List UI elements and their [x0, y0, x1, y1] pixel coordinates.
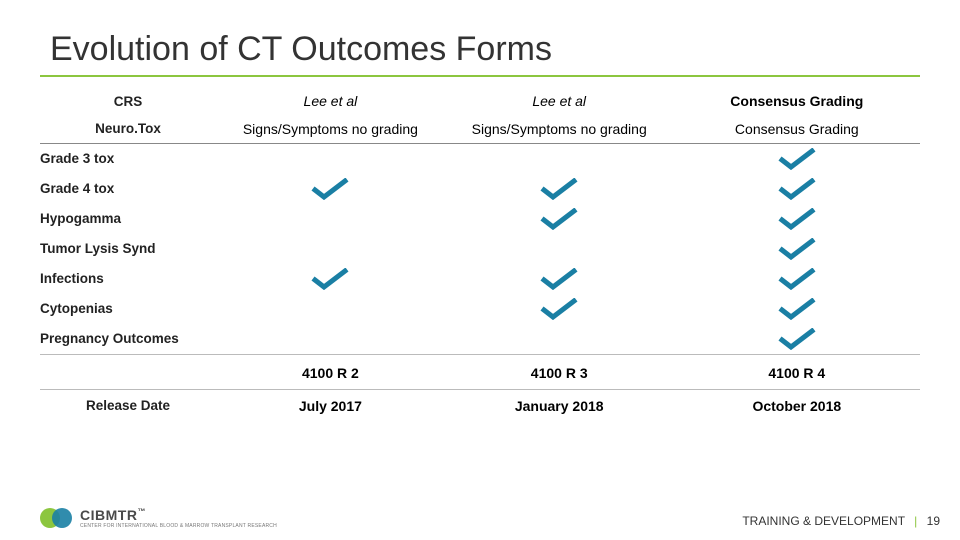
cell-grade3-r2	[216, 143, 445, 174]
checkmark-icon	[538, 268, 580, 290]
cell-crs-r4: Consensus Grading	[674, 87, 920, 115]
cibmtr-logo: CIBMTR™ CENTER FOR INTERNATIONAL BLOOD &…	[40, 506, 277, 530]
row-label-cytopenias: Cytopenias	[40, 294, 216, 324]
checkmark-icon	[776, 148, 818, 170]
cell-crs-r3: Lee et al	[445, 87, 674, 115]
cell-cytopenias-r2	[216, 294, 445, 324]
row-label-grade3: Grade 3 tox	[40, 143, 216, 174]
cell-hypogamma-r2	[216, 204, 445, 234]
row-label-grade4: Grade 4 tox	[40, 174, 216, 204]
row-label-release: Release Date	[40, 389, 216, 418]
release-r2: July 2017	[216, 389, 445, 418]
checkmark-icon	[776, 298, 818, 320]
cell-grade4-r3	[445, 174, 674, 204]
logo-subtitle: CENTER FOR INTERNATIONAL BLOOD & MARROW …	[80, 524, 277, 529]
cell-neurotox-r3: Signs/Symptoms no grading	[445, 115, 674, 143]
checkmark-icon	[776, 178, 818, 200]
cell-infections-r4	[674, 264, 920, 294]
checkmark-icon	[538, 208, 580, 230]
cell-infections-r2	[216, 264, 445, 294]
cell-grade3-r4	[674, 143, 920, 174]
footer-page: 19	[927, 514, 940, 528]
footer-label: TRAINING & DEVELOPMENT	[742, 514, 904, 528]
slide-title: Evolution of CT Outcomes Forms	[40, 30, 920, 77]
cell-crs-r2: Lee et al	[216, 87, 445, 115]
cell-neurotox-r4: Consensus Grading	[674, 115, 920, 143]
cell-infections-r3	[445, 264, 674, 294]
checkmark-icon	[776, 208, 818, 230]
row-label-hypogamma: Hypogamma	[40, 204, 216, 234]
row-label-neurotox: Neuro.Tox	[40, 115, 216, 143]
checkmark-icon	[309, 178, 351, 200]
cell-cytopenias-r4	[674, 294, 920, 324]
logo-name: CIBMTR™	[80, 508, 277, 522]
comparison-table: CRS Lee et al Lee et al Consensus Gradin…	[40, 87, 920, 418]
cell-tls-r2	[216, 234, 445, 264]
cell-tls-r4	[674, 234, 920, 264]
checkmark-icon	[776, 238, 818, 260]
checkmark-icon	[538, 178, 580, 200]
cell-neurotox-r2: Signs/Symptoms no grading	[216, 115, 445, 143]
checkmark-icon	[776, 328, 818, 350]
row-label-infections: Infections	[40, 264, 216, 294]
row-label-tls: Tumor Lysis Synd	[40, 234, 216, 264]
row-label-crs: CRS	[40, 87, 216, 115]
cell-grade3-r3	[445, 143, 674, 174]
cell-grade4-r2	[216, 174, 445, 204]
cell-pregnancy-r2	[216, 324, 445, 355]
row-label-pregnancy: Pregnancy Outcomes	[40, 324, 216, 355]
cell-pregnancy-r3	[445, 324, 674, 355]
cell-hypogamma-r3	[445, 204, 674, 234]
cell-cytopenias-r3	[445, 294, 674, 324]
cell-grade4-r4	[674, 174, 920, 204]
logo-mark-icon	[40, 506, 74, 530]
cell-tls-r3	[445, 234, 674, 264]
cell-hypogamma-r4	[674, 204, 920, 234]
version-r4: 4100 R 4	[674, 354, 920, 389]
checkmark-icon	[309, 268, 351, 290]
footer: TRAINING & DEVELOPMENT | 19	[742, 514, 940, 528]
version-r3: 4100 R 3	[445, 354, 674, 389]
checkmark-icon	[776, 268, 818, 290]
cell-pregnancy-r4	[674, 324, 920, 355]
release-r4: October 2018	[674, 389, 920, 418]
checkmark-icon	[538, 298, 580, 320]
release-r3: January 2018	[445, 389, 674, 418]
footer-separator: |	[914, 514, 917, 528]
version-r2: 4100 R 2	[216, 354, 445, 389]
